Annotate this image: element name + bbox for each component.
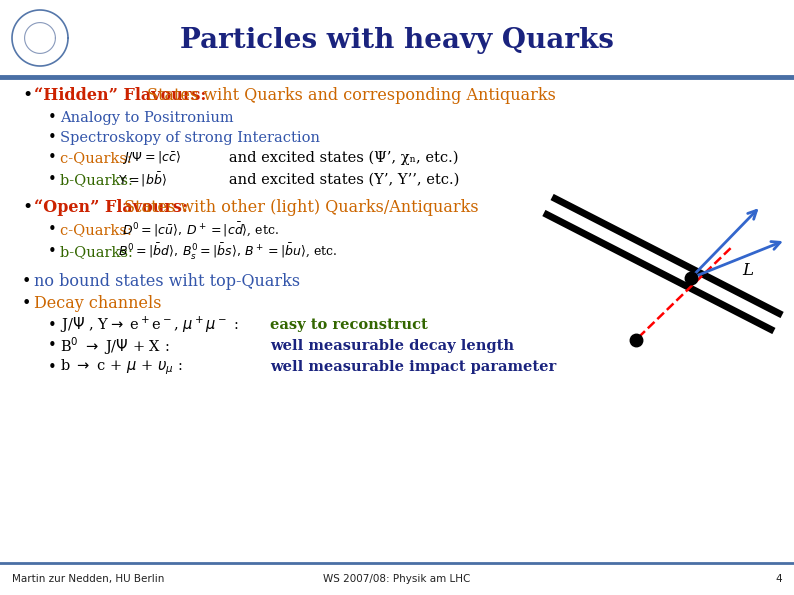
Text: “Hidden” Flavours:: “Hidden” Flavours:	[34, 86, 212, 104]
Text: no bound states wiht top-Quarks: no bound states wiht top-Quarks	[34, 274, 300, 290]
Text: •: •	[48, 359, 56, 374]
Text: Spectroskopy of strong Interaction: Spectroskopy of strong Interaction	[60, 131, 320, 145]
Text: •: •	[48, 173, 56, 187]
Text: •: •	[48, 339, 56, 353]
Text: Martin zur Nedden, HU Berlin: Martin zur Nedden, HU Berlin	[12, 574, 164, 584]
Text: •: •	[48, 130, 56, 146]
Text: WS 2007/08: Physik am LHC: WS 2007/08: Physik am LHC	[323, 574, 471, 584]
Text: Particles with heavy Quarks: Particles with heavy Quarks	[180, 27, 614, 54]
Text: 4: 4	[776, 574, 782, 584]
Text: •: •	[48, 318, 56, 333]
Text: States with other (light) Quarks/Antiquarks: States with other (light) Quarks/Antiqua…	[124, 199, 479, 215]
Text: $B^0 = |\bar{b}d\rangle,\, B^0_s = |\bar{b}s\rangle,\, B^+ = |\bar{b}u\rangle$, : $B^0 = |\bar{b}d\rangle,\, B^0_s = |\bar…	[118, 242, 337, 262]
Text: b-Quarks:: b-Quarks:	[60, 245, 142, 259]
Text: $D^0 = |c\bar{u}\rangle,\, D^+ = |c\bar{d}\rangle$, etc.: $D^0 = |c\bar{u}\rangle,\, D^+ = |c\bar{…	[122, 221, 279, 239]
Text: •: •	[22, 198, 33, 216]
Text: •: •	[48, 245, 56, 259]
Text: J/$\Psi$ , Y$\rightarrow$ e$^+$e$^-$, $\mu^+\mu^-$ :: J/$\Psi$ , Y$\rightarrow$ e$^+$e$^-$, $\…	[60, 315, 239, 335]
Text: well measurable decay length: well measurable decay length	[270, 339, 514, 353]
Text: •: •	[48, 223, 56, 237]
Text: easy to reconstruct: easy to reconstruct	[270, 318, 428, 332]
Text: B$^0$ $\rightarrow$ J/$\Psi$ + X :: B$^0$ $\rightarrow$ J/$\Psi$ + X :	[60, 335, 169, 357]
Bar	[0, 0, 794, 75]
Text: Decay channels: Decay channels	[34, 295, 161, 312]
Text: b $\rightarrow$ c + $\mu$ + $\upsilon_\mu$ :: b $\rightarrow$ c + $\mu$ + $\upsilon_\m…	[60, 357, 183, 377]
Text: •: •	[22, 86, 33, 104]
Text: $J/\Psi = |c\bar{c}\rangle$: $J/\Psi = |c\bar{c}\rangle$	[122, 149, 181, 167]
Text: •: •	[48, 151, 56, 165]
Text: •: •	[48, 111, 56, 126]
Text: •: •	[22, 274, 32, 290]
Text: b-Quarks:: b-Quarks:	[60, 173, 137, 187]
Text: Analogy to Positronium: Analogy to Positronium	[60, 111, 233, 125]
Text: States wiht Quarks and corresponding Antiquarks: States wiht Quarks and corresponding Ant…	[147, 86, 556, 104]
Text: and excited states (Y’, Y’’, etc.): and excited states (Y’, Y’’, etc.)	[215, 173, 460, 187]
Text: L: L	[742, 262, 754, 278]
Text: well measurable impact parameter: well measurable impact parameter	[270, 360, 557, 374]
Text: $\Upsilon = |b\bar{b}\rangle$: $\Upsilon = |b\bar{b}\rangle$	[118, 171, 167, 189]
Text: “Open” Flavours:: “Open” Flavours:	[34, 199, 194, 215]
Text: and excited states (Ψ’, χₙ, etc.): and excited states (Ψ’, χₙ, etc.)	[215, 151, 458, 165]
Text: c-Quarks:: c-Quarks:	[60, 151, 137, 165]
Text: •: •	[22, 296, 32, 311]
Text: c-Quarks:: c-Quarks:	[60, 223, 141, 237]
